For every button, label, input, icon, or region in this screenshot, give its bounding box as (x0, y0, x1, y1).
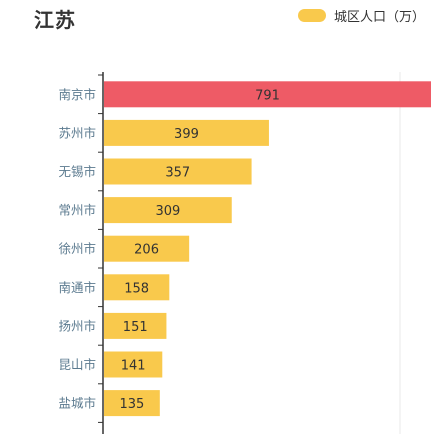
value-label: 357 (165, 166, 190, 181)
category-label: 苏州市 (58, 125, 96, 140)
bar-6 (104, 274, 170, 301)
legend-swatch (298, 8, 326, 22)
value-label: 206 (134, 243, 159, 258)
bar-7 (104, 312, 167, 339)
chart-title: 江苏 (34, 8, 76, 32)
bar-1 (104, 81, 431, 108)
bar-5 (104, 235, 190, 262)
category-label: 常州市 (58, 203, 96, 218)
category-label: 徐州市 (58, 241, 96, 256)
value-label: 399 (174, 127, 199, 142)
value-label: 309 (155, 204, 180, 219)
bar-3 (104, 158, 252, 185)
category-label: 昆山市 (58, 357, 96, 372)
bar-8 (104, 351, 163, 378)
bar-9 (104, 390, 160, 417)
value-label: 791 (255, 88, 280, 103)
category-label: 南通市 (58, 280, 96, 295)
category-label: 南京市 (58, 87, 96, 102)
value-label: 158 (124, 281, 149, 296)
category-label: 盐城市 (58, 396, 96, 411)
legend: 城区人口（万） (298, 6, 426, 25)
value-label: 135 (119, 397, 144, 412)
bar-4 (104, 197, 232, 224)
legend-label: 城区人口（万） (334, 9, 426, 25)
bar-2 (104, 119, 269, 146)
value-label: 151 (123, 320, 148, 335)
category-label: 无锡市 (58, 164, 96, 179)
category-label: 扬州市 (58, 318, 96, 333)
value-label: 141 (121, 359, 146, 374)
